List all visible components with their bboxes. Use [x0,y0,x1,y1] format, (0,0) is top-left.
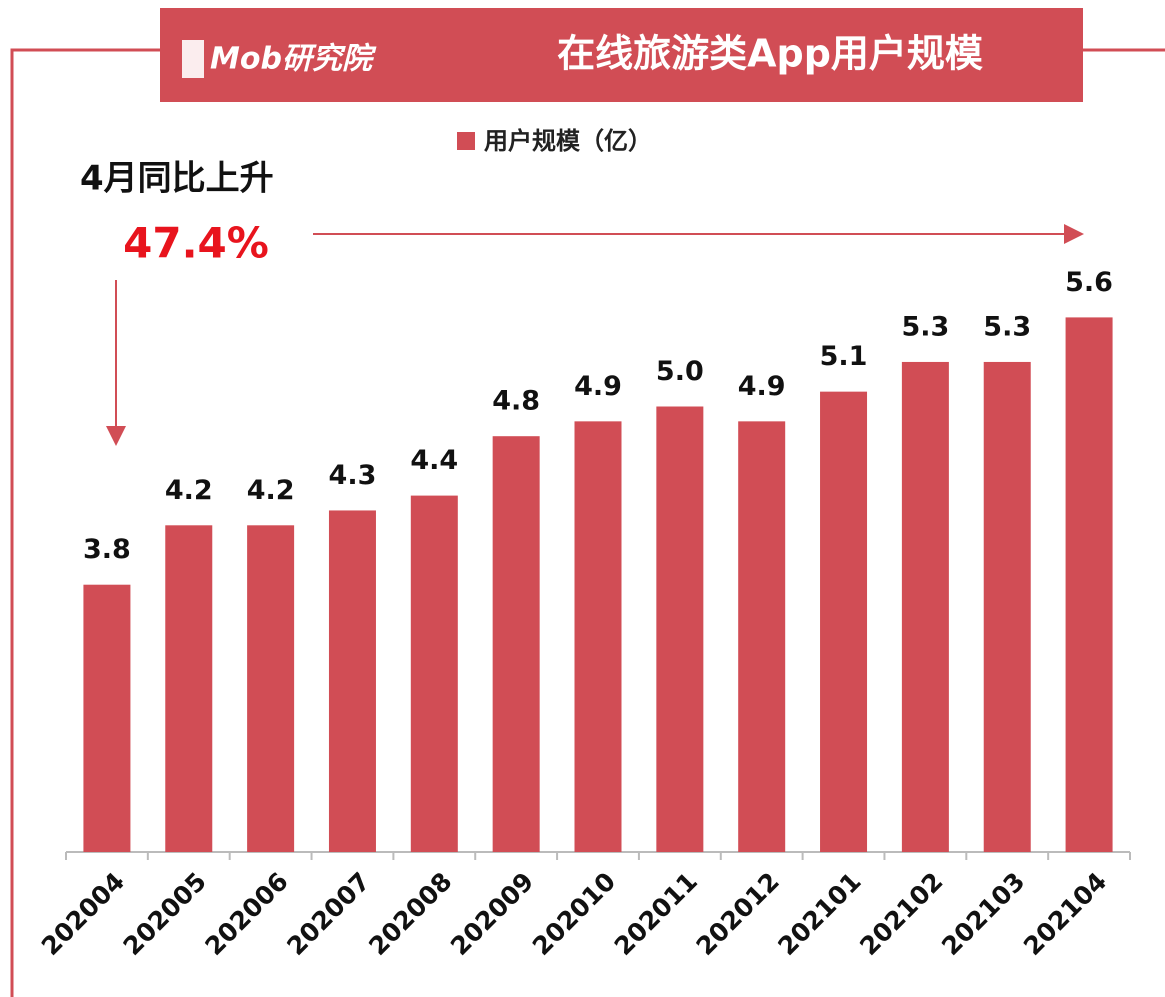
bar [83,585,130,852]
brand: Mob研究院 [210,42,377,77]
x-tick-label: 202007 [281,867,375,961]
bar [165,525,212,852]
data-label: 4.2 [165,475,213,506]
data-label: 4.8 [492,386,540,417]
bar [575,421,622,852]
bar [411,496,458,852]
data-label: 4.3 [329,460,377,491]
x-tick-label: 202010 [527,867,621,961]
bar [1066,317,1113,852]
legend-label: 用户规模（亿） [484,127,652,155]
data-label: 4.9 [738,371,786,402]
x-tick-label: 202103 [936,867,1030,961]
bar [329,510,376,852]
data-label: 5.0 [656,356,704,387]
chart: Mob研究院 在线旅游类App用户规模 用户规模（亿） 4月同比上升 47.4%… [0,0,1165,997]
x-tick-label: 202011 [609,867,703,961]
data-label: 3.8 [83,534,131,565]
x-tick-label: 202102 [854,867,948,961]
bar [820,392,867,852]
logo-icon [182,40,204,78]
data-label: 5.3 [901,311,949,342]
x-tick-label: 202009 [445,867,539,961]
x-tick-label: 202008 [363,867,457,961]
data-label: 4.2 [247,475,295,506]
bar [247,525,294,852]
annotation: 4月同比上升 [80,159,274,199]
legend-swatch [457,132,475,150]
data-label: 5.1 [820,341,868,372]
data-label: 4.4 [410,445,458,476]
data-label: 5.6 [1065,267,1113,298]
data-label: 5.3 [983,311,1031,342]
chart-title: 在线旅游类App用户规模 [557,32,983,76]
x-tick-label: 202012 [691,867,785,961]
annotation-value: 47.4% [123,219,269,268]
bar [902,362,949,852]
x-tick-label: 202006 [199,867,293,961]
x-tick-label: 202004 [36,867,130,961]
x-tick-label: 202104 [1018,867,1112,961]
bar [493,436,540,852]
bar [738,421,785,852]
x-tick-label: 202101 [772,867,866,961]
bar [656,407,703,853]
bar [984,362,1031,852]
data-label: 4.9 [574,371,622,402]
x-tick-label: 202005 [118,867,212,961]
